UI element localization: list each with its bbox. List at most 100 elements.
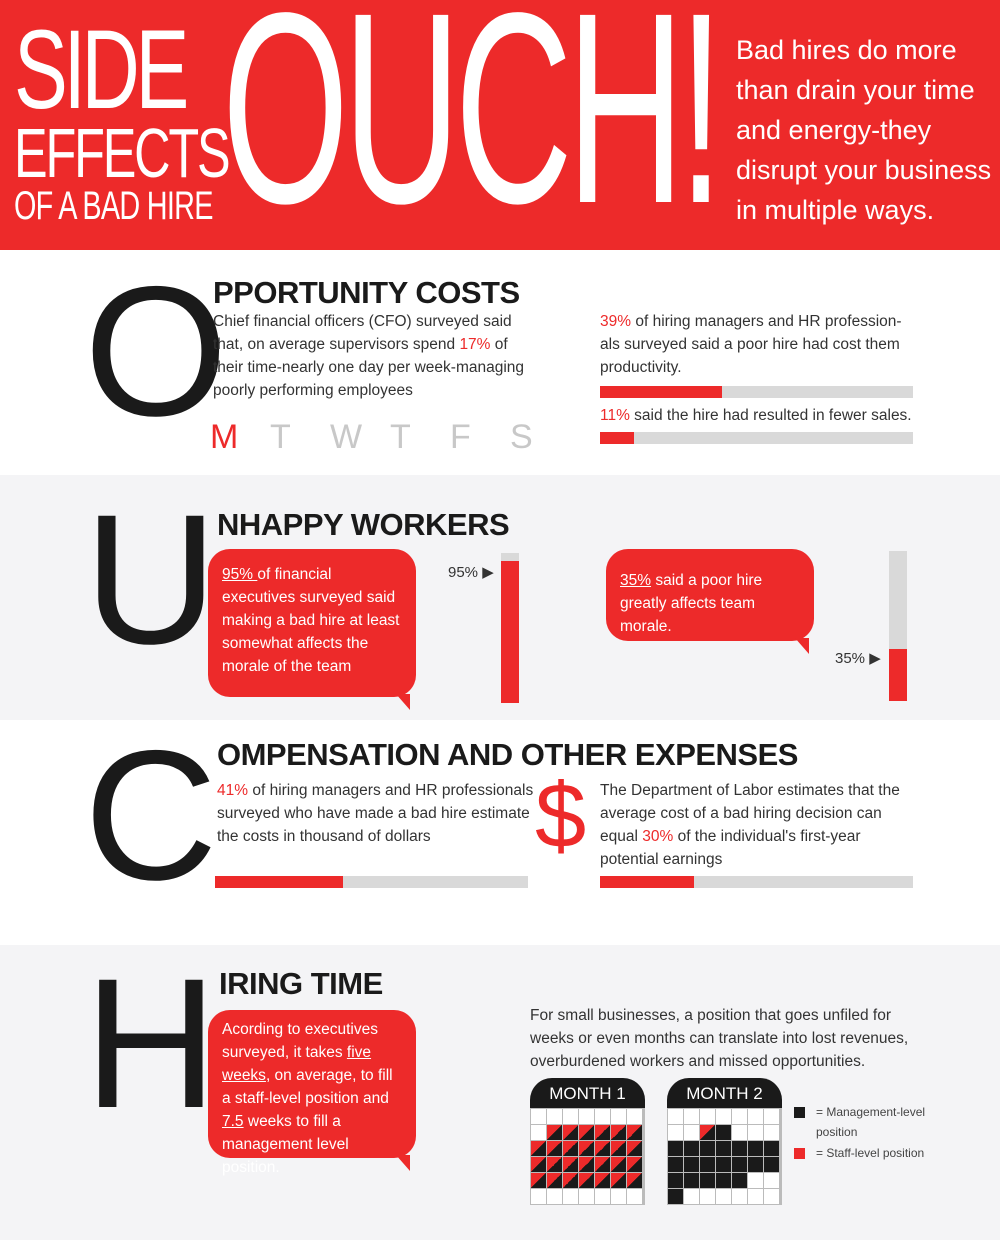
calendar-day [627, 1141, 642, 1156]
hiring-title: IRING TIME [219, 966, 383, 1001]
calendar-day [563, 1125, 578, 1140]
staff-legend-swatch [794, 1148, 805, 1159]
header-tagline: Bad hires do more than drain your time a… [736, 35, 992, 225]
calendar-day [668, 1125, 683, 1140]
calendar-day [563, 1141, 578, 1156]
morale-bubble-1: 95% of financial executives surveyed sai… [208, 549, 416, 697]
month-1-grid [530, 1108, 645, 1205]
bubble-tail [396, 694, 410, 710]
staff-legend-label: = Staff-level position [816, 1146, 925, 1160]
calendar-day [611, 1125, 626, 1140]
day-thursday: T [390, 418, 411, 456]
calendar-day [611, 1173, 626, 1188]
sales-bar-fill [600, 432, 635, 444]
calendar-day [547, 1173, 562, 1188]
morale-bubble-2: 35% said a poor hire greatly affects tea… [606, 549, 814, 641]
cost-estimate-bar [215, 876, 528, 888]
side-effects-title: SIDE EFFECTS OF A BAD HIRE [14, 7, 312, 228]
title-line-3: OF A BAD HIRE [14, 184, 213, 228]
hiring-right-text: For small businesses, a position that go… [530, 1007, 909, 1070]
calendar-day [579, 1109, 594, 1124]
morale-bar-35 [889, 551, 907, 701]
calendar-day [732, 1173, 747, 1188]
earnings-bar-fill [600, 876, 694, 888]
calendar-day [563, 1109, 578, 1124]
month-1-label: MONTH 1 [530, 1078, 645, 1108]
calendar-day [595, 1141, 610, 1156]
calendar-day [547, 1141, 562, 1156]
calendar-day [732, 1125, 747, 1140]
calendar-day [531, 1125, 546, 1140]
dollar-icon: $ [535, 765, 587, 867]
day-friday: F [450, 418, 471, 456]
calendar-day [595, 1189, 610, 1204]
calendar-day [627, 1157, 642, 1172]
calendar-day [684, 1157, 699, 1172]
month-2-label: MONTH 2 [667, 1078, 782, 1108]
calendar-day [627, 1109, 642, 1124]
calendar-day [700, 1125, 715, 1140]
calendar-day [595, 1125, 610, 1140]
letter-u: U [84, 477, 218, 683]
letter-h: H [84, 941, 218, 1147]
calendar-day [764, 1173, 779, 1188]
calendar-day [563, 1189, 578, 1204]
calendar-day [700, 1189, 715, 1204]
calendar-day [684, 1109, 699, 1124]
earnings-bar [600, 876, 913, 888]
calendar-day [748, 1125, 763, 1140]
management-legend-label: = Management-level position [816, 1105, 926, 1139]
calendar-day [748, 1173, 763, 1188]
calendar-day [684, 1173, 699, 1188]
title-line-1: SIDE [14, 7, 189, 132]
calendar-day [627, 1173, 642, 1188]
calendar-day [748, 1157, 763, 1172]
calendar-day [684, 1141, 699, 1156]
day-tuesday: T [270, 418, 291, 456]
calendar-day [716, 1157, 731, 1172]
calendar-day [716, 1125, 731, 1140]
calendar-day [668, 1173, 683, 1188]
calendar-day [595, 1173, 610, 1188]
compensation-title: OMPENSATION AND OTHER EXPENSES [217, 737, 798, 772]
calendar-day [668, 1189, 683, 1204]
calendar-day [531, 1173, 546, 1188]
calendar-day [668, 1141, 683, 1156]
morale-bar-35-fill [889, 648, 907, 701]
productivity-stat: 39% of hiring managers and HR profession… [600, 313, 902, 376]
calendar-day [748, 1109, 763, 1124]
productivity-bar-fill [600, 386, 723, 398]
day-saturday: S [510, 418, 533, 456]
calendar-day [684, 1125, 699, 1140]
calendar-day [531, 1157, 546, 1172]
calendar-day [579, 1157, 594, 1172]
compensation-left-text: 41% of hiring managers and HR profession… [217, 782, 534, 845]
calendar-day [595, 1109, 610, 1124]
calendar-day [668, 1157, 683, 1172]
calendar-day [764, 1157, 779, 1172]
sales-bar [600, 432, 913, 444]
management-legend-swatch [794, 1107, 805, 1118]
sales-stat: 11% said the hire had resulted in fewer … [600, 407, 912, 424]
hiring-section [0, 945, 1000, 1240]
calendar-day [716, 1173, 731, 1188]
morale-bar-95-fill [501, 560, 519, 703]
title-line-2: EFFECTS [14, 114, 231, 192]
hiring-bubble: Acording to executives surveyed, it take… [208, 1010, 416, 1176]
header-banner [0, 0, 1000, 250]
calendar-day [732, 1189, 747, 1204]
ouch-headline: OUCH! [222, 0, 724, 260]
letter-o: O [84, 249, 228, 455]
calendar-day [764, 1109, 779, 1124]
calendar-day [563, 1173, 578, 1188]
calendar-day [611, 1141, 626, 1156]
letter-c: C [84, 713, 218, 919]
calendar-day [547, 1125, 562, 1140]
calendar-day [668, 1109, 683, 1124]
calendar-day [595, 1157, 610, 1172]
calendar-day [684, 1189, 699, 1204]
calendar-day [700, 1109, 715, 1124]
calendar-day [531, 1109, 546, 1124]
month-2-calendar: MONTH 2 [667, 1078, 782, 1205]
